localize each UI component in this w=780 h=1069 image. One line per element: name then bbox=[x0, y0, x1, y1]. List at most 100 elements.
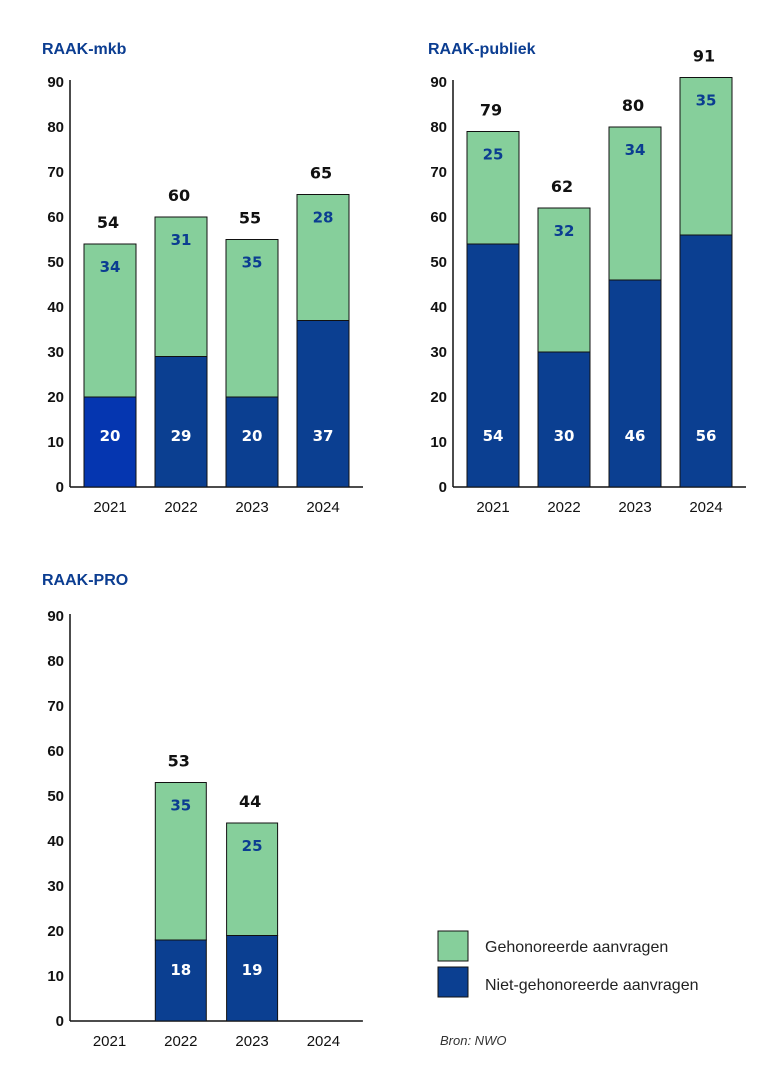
legend: Gehonoreerde aanvragen Niet-gehonoreerde… bbox=[437, 930, 698, 998]
bar-rejected-2021 bbox=[83, 396, 137, 488]
x-tick-label: 2023 bbox=[235, 499, 268, 516]
chart-title: RAAK-publiek bbox=[428, 41, 536, 58]
y-tick-label: 10 bbox=[430, 434, 447, 451]
y-tick-label: 90 bbox=[47, 74, 64, 91]
y-tick-label: 50 bbox=[47, 788, 64, 805]
y-tick-label: 0 bbox=[439, 479, 447, 496]
x-tick-label: 2022 bbox=[164, 499, 197, 516]
chart-raak-pro: RAAK-PRO 0 10 20 30 40 50 60 70 80 90 2021 2022 2023 2… bbox=[42, 572, 363, 1050]
label-rejected-2022: 29 bbox=[171, 427, 192, 445]
label-honored-2022: 35 bbox=[170, 797, 191, 815]
y-tick-label: 80 bbox=[430, 119, 447, 136]
y-tick-label: 70 bbox=[430, 164, 447, 181]
label-honored-2023: 25 bbox=[242, 837, 263, 855]
label-total-2024: 91 bbox=[693, 47, 715, 66]
x-tick-label: 2024 bbox=[306, 499, 339, 516]
label-honored-2024: 28 bbox=[313, 209, 334, 227]
bar-honored-2024 bbox=[679, 77, 733, 236]
label-total-2021: 54 bbox=[97, 213, 119, 232]
y-tick-label: 80 bbox=[47, 653, 64, 670]
legend-swatch-rejected bbox=[437, 966, 469, 998]
label-rejected-2024: 56 bbox=[696, 427, 717, 445]
bar-honored-2023 bbox=[225, 239, 279, 398]
label-total-2024: 65 bbox=[310, 164, 332, 183]
bar-honored-2024 bbox=[296, 194, 350, 321]
bar-honored-2022 bbox=[154, 782, 207, 941]
legend-label-rejected: Niet-gehonoreerde aanvragen bbox=[485, 977, 698, 994]
y-tick-label: 60 bbox=[47, 209, 64, 226]
chart-title: RAAK-PRO bbox=[42, 572, 128, 589]
label-total-2022: 62 bbox=[551, 177, 573, 196]
bar-rejected-2022 bbox=[154, 356, 208, 488]
bar-rejected-2023 bbox=[225, 396, 279, 488]
y-tick-label: 30 bbox=[47, 878, 64, 895]
bar-rejected-2024 bbox=[679, 234, 733, 488]
label-rejected-2021: 20 bbox=[100, 427, 121, 445]
bar-honored-2022 bbox=[154, 216, 208, 357]
label-rejected-2021: 54 bbox=[483, 427, 504, 445]
y-tick-label: 90 bbox=[47, 608, 64, 625]
label-honored-2023: 34 bbox=[625, 141, 646, 159]
label-honored-2024: 35 bbox=[696, 92, 717, 110]
label-total-2023: 55 bbox=[239, 209, 261, 228]
x-tick-label: 2021 bbox=[93, 499, 126, 516]
y-tick-label: 40 bbox=[430, 299, 447, 316]
y-tick-label: 60 bbox=[47, 743, 64, 760]
bar-rejected-2024 bbox=[296, 320, 350, 488]
y-tick-label: 10 bbox=[47, 434, 64, 451]
label-total-2023: 80 bbox=[622, 96, 644, 115]
legend-label-honored: Gehonoreerde aanvragen bbox=[485, 939, 668, 956]
y-tick-label: 0 bbox=[56, 1013, 64, 1030]
x-tick-label: 2022 bbox=[164, 1033, 197, 1050]
bar-honored-2023 bbox=[608, 126, 662, 281]
label-total-2022: 60 bbox=[168, 186, 190, 205]
bar-rejected-2022 bbox=[154, 939, 207, 1022]
label-honored-2022: 31 bbox=[171, 231, 192, 249]
y-tick-label: 50 bbox=[430, 254, 447, 271]
y-tick-label: 70 bbox=[47, 698, 64, 715]
bar-honored-2022 bbox=[537, 207, 591, 353]
y-tick-label: 50 bbox=[47, 254, 64, 271]
label-rejected-2022: 18 bbox=[170, 961, 191, 979]
chart-raak-mkb: RAAK-mkb 0 10 20 30 40 50 60 70 80 90 2021 2022 2023 2… bbox=[42, 41, 363, 516]
label-rejected-2023: 46 bbox=[625, 427, 646, 445]
y-tick-label: 90 bbox=[430, 74, 447, 91]
y-tick-label: 60 bbox=[430, 209, 447, 226]
label-rejected-2022: 30 bbox=[554, 427, 575, 445]
label-honored-2022: 32 bbox=[554, 222, 575, 240]
x-tick-label: 2024 bbox=[689, 499, 722, 516]
bar-rejected-2021 bbox=[466, 243, 520, 488]
y-tick-label: 70 bbox=[47, 164, 64, 181]
label-honored-2023: 35 bbox=[242, 254, 263, 272]
x-tick-label: 2024 bbox=[307, 1033, 340, 1050]
y-tick-label: 40 bbox=[47, 299, 64, 316]
label-rejected-2024: 37 bbox=[313, 427, 334, 445]
x-tick-label: 2021 bbox=[93, 1033, 126, 1050]
label-total-2021: 79 bbox=[480, 101, 502, 120]
label-total-2022: 53 bbox=[168, 752, 190, 771]
bar-rejected-2023 bbox=[608, 279, 662, 488]
label-honored-2021: 25 bbox=[483, 146, 504, 164]
bar-rejected-2023 bbox=[226, 935, 279, 1022]
x-tick-label: 2021 bbox=[476, 499, 509, 516]
y-tick-label: 20 bbox=[430, 389, 447, 406]
source-note: Bron: NWO bbox=[440, 1033, 506, 1048]
y-tick-label: 40 bbox=[47, 833, 64, 850]
y-tick-label: 20 bbox=[47, 923, 64, 940]
x-tick-label: 2022 bbox=[547, 499, 580, 516]
label-rejected-2023: 20 bbox=[242, 427, 263, 445]
y-tick-label: 80 bbox=[47, 119, 64, 136]
bar-rejected-2022 bbox=[537, 351, 591, 488]
bar-honored-2021 bbox=[466, 131, 520, 245]
bar-honored-2021 bbox=[83, 243, 137, 398]
y-tick-label: 20 bbox=[47, 389, 64, 406]
x-tick-label: 2023 bbox=[618, 499, 651, 516]
label-honored-2021: 34 bbox=[100, 258, 121, 276]
y-tick-label: 10 bbox=[47, 968, 64, 985]
y-tick-label: 30 bbox=[47, 344, 64, 361]
legend-swatch-honored bbox=[437, 930, 469, 962]
y-tick-label: 0 bbox=[56, 479, 64, 496]
x-tick-label: 2023 bbox=[235, 1033, 268, 1050]
chart-title: RAAK-mkb bbox=[42, 41, 127, 58]
